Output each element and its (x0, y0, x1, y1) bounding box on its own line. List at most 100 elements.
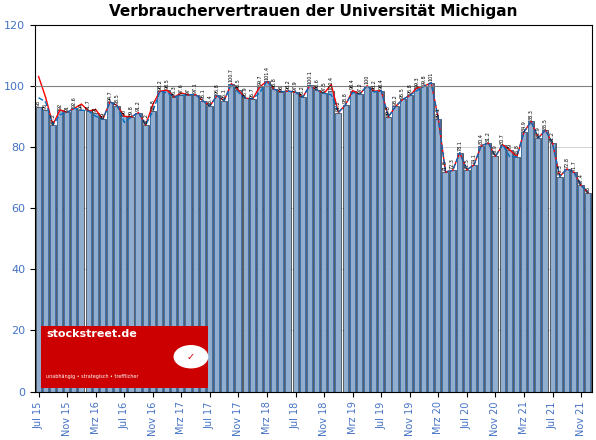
Bar (393, 106, 399, 392)
Text: 93.2: 93.2 (393, 95, 398, 105)
Text: 89.8: 89.8 (129, 105, 134, 116)
Bar (542, 130, 548, 392)
Text: ✓: ✓ (187, 352, 195, 362)
Bar (264, 81, 265, 392)
Bar (221, 101, 227, 392)
Text: 95.1: 95.1 (200, 89, 205, 99)
Text: 79: 79 (507, 143, 512, 149)
Bar (307, 85, 313, 392)
Bar (492, 156, 493, 392)
Text: 97: 97 (186, 88, 191, 94)
Bar (398, 106, 399, 392)
Bar (512, 150, 513, 392)
Text: 89.1: 89.1 (436, 107, 441, 118)
Bar (478, 146, 484, 392)
Bar (564, 169, 570, 392)
Bar (307, 85, 308, 392)
Text: 71.7: 71.7 (572, 160, 576, 171)
Bar (271, 89, 272, 392)
Bar (142, 125, 148, 392)
Text: 99.3: 99.3 (414, 76, 420, 87)
Bar (128, 117, 135, 392)
Bar (405, 99, 406, 392)
Bar (114, 106, 120, 392)
Text: 87.2: 87.2 (143, 113, 148, 124)
Bar (43, 110, 49, 392)
Text: 100.4: 100.4 (329, 76, 334, 90)
Bar (91, 111, 92, 392)
Bar (314, 90, 320, 392)
Bar (293, 92, 299, 392)
Bar (371, 91, 372, 392)
Bar (585, 193, 586, 392)
Bar (364, 86, 365, 392)
Bar (178, 95, 179, 392)
Text: 92.6: 92.6 (72, 96, 77, 107)
Title: Verbrauchervertrauen der Universität Michigan: Verbrauchervertrauen der Universität Mic… (109, 4, 518, 19)
Bar (50, 125, 56, 392)
Text: 98.4: 98.4 (378, 79, 384, 89)
Bar (98, 113, 99, 392)
Bar (364, 86, 370, 392)
Bar (48, 110, 49, 392)
Bar (278, 92, 284, 392)
Bar (449, 170, 451, 392)
Bar (328, 91, 334, 392)
Bar (583, 185, 584, 392)
Bar (421, 86, 427, 392)
Bar (362, 94, 363, 392)
Bar (228, 84, 234, 392)
Bar (557, 176, 563, 392)
Bar (193, 95, 198, 392)
Bar (76, 108, 77, 392)
Text: 99.7: 99.7 (257, 75, 262, 85)
Text: 80.7: 80.7 (500, 132, 505, 143)
Bar (462, 153, 463, 392)
FancyBboxPatch shape (41, 326, 207, 388)
Text: 91: 91 (93, 106, 98, 112)
Text: 74.1: 74.1 (471, 153, 477, 164)
Text: unabhängig • strategisch • trefflicher: unabhängig • strategisch • trefflicher (46, 374, 139, 379)
Text: 95.9: 95.9 (243, 86, 248, 97)
Bar (319, 90, 320, 392)
Text: 71.8: 71.8 (443, 160, 448, 171)
Text: 98.4: 98.4 (350, 79, 355, 89)
Bar (205, 101, 206, 392)
Bar (357, 94, 358, 392)
Bar (507, 150, 513, 392)
Bar (142, 125, 144, 392)
Bar (440, 119, 442, 392)
Bar (400, 99, 406, 392)
Text: 97.5: 97.5 (322, 81, 327, 92)
Bar (50, 125, 51, 392)
Text: 76.9: 76.9 (493, 144, 498, 155)
Bar (121, 116, 128, 392)
Text: 96: 96 (44, 103, 48, 109)
Bar (162, 91, 163, 392)
Text: 72.3: 72.3 (450, 158, 455, 169)
Text: 98.8: 98.8 (272, 77, 277, 88)
Bar (533, 121, 534, 392)
Text: 98.6: 98.6 (315, 78, 319, 89)
Text: 96.2: 96.2 (300, 85, 305, 96)
Bar (519, 157, 520, 392)
Text: 95.1: 95.1 (222, 89, 226, 99)
Bar (305, 97, 306, 392)
Bar (419, 88, 420, 392)
Bar (297, 92, 299, 392)
Text: 93.8: 93.8 (343, 93, 348, 103)
Bar (128, 117, 129, 392)
Bar (255, 99, 256, 392)
Text: 98.2: 98.2 (371, 79, 377, 90)
Text: 93.8: 93.8 (150, 99, 156, 110)
Bar (414, 88, 415, 392)
Text: 98.2: 98.2 (286, 79, 291, 90)
Text: 101.4: 101.4 (265, 66, 269, 80)
Bar (469, 170, 470, 392)
Bar (321, 93, 327, 392)
Bar (185, 95, 187, 392)
Bar (535, 138, 541, 392)
Bar (121, 116, 122, 392)
Bar (355, 91, 356, 392)
Bar (72, 108, 77, 392)
